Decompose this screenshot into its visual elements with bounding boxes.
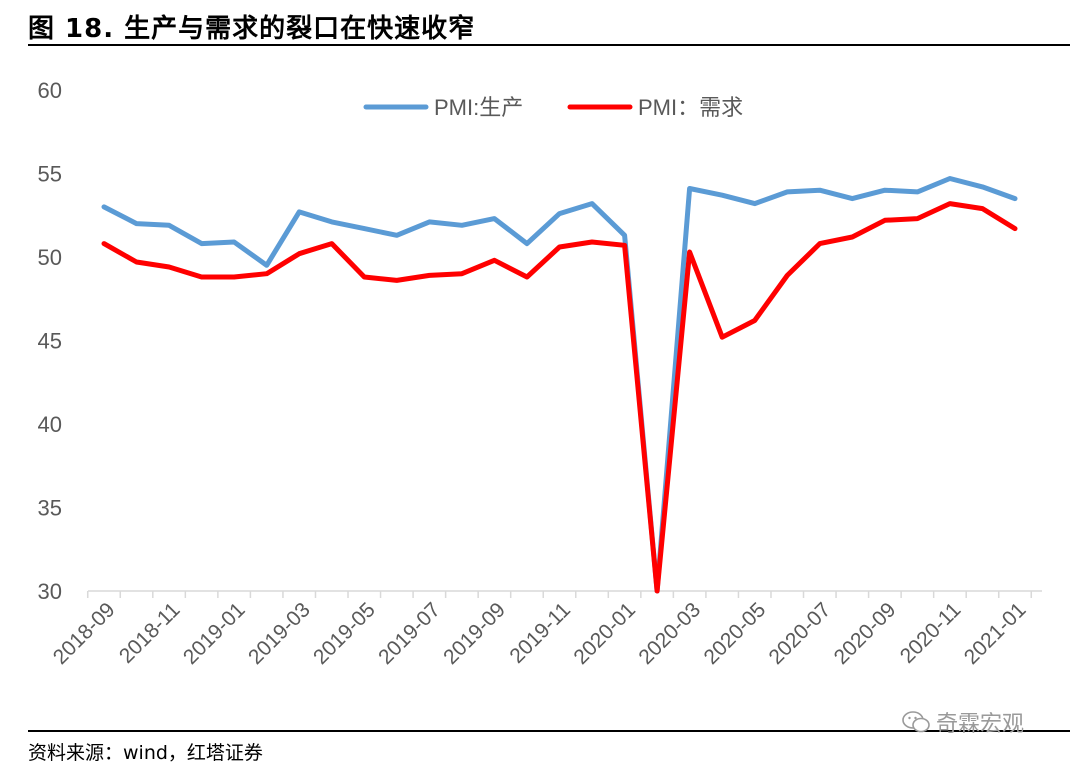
wechat-icon bbox=[902, 711, 930, 733]
legend: PMI:生产 PMI：需求 bbox=[363, 95, 743, 120]
x-tick-label: 2019-07 bbox=[374, 598, 445, 669]
x-tick-label: 2020-07 bbox=[765, 598, 836, 669]
series-line-1 bbox=[101, 201, 1018, 594]
x-tick-label: 2020-01 bbox=[569, 598, 640, 669]
y-tick-label: 60 bbox=[38, 78, 62, 103]
y-axis-tick-labels: 30 35 40 45 50 55 60 bbox=[38, 78, 62, 604]
x-tick-label: 2019-09 bbox=[439, 598, 510, 669]
legend-label-1: PMI：需求 bbox=[638, 95, 743, 120]
x-tick-label: 2019-05 bbox=[309, 598, 380, 669]
series-line-0 bbox=[101, 176, 1018, 594]
x-tick-label: 2020-09 bbox=[830, 598, 901, 669]
x-tick-label: 2019-03 bbox=[244, 598, 315, 669]
y-tick-label: 40 bbox=[38, 412, 62, 437]
y-tick-label: 45 bbox=[38, 329, 62, 354]
watermark: 奇霖宏观 bbox=[902, 706, 1024, 738]
source-note: 资料来源：wind，红塔证券 bbox=[28, 742, 263, 764]
x-tick-label: 2019-11 bbox=[505, 598, 575, 668]
watermark-text: 奇霖宏观 bbox=[936, 712, 1025, 737]
series-lines bbox=[101, 176, 1018, 594]
x-tick-label: 2018-11 bbox=[115, 598, 185, 668]
legend-label-0: PMI:生产 bbox=[434, 95, 523, 120]
source-rule bbox=[28, 730, 1070, 732]
y-tick-label: 50 bbox=[38, 245, 62, 270]
x-tick-label: 2020-03 bbox=[634, 598, 705, 669]
y-tick-label: 35 bbox=[38, 496, 62, 521]
x-tick-label: 2019-01 bbox=[179, 598, 250, 669]
x-axis-ticks bbox=[86, 591, 1033, 598]
x-tick-label: 2021-01 bbox=[960, 598, 1031, 669]
title-rule bbox=[28, 44, 1070, 46]
y-tick-label: 55 bbox=[38, 162, 62, 187]
x-tick-label: 2020-05 bbox=[699, 598, 770, 669]
figure-title: 图 18. 生产与需求的裂口在快速收窄 bbox=[28, 14, 476, 44]
x-tick-label: 2020-11 bbox=[896, 598, 966, 668]
x-axis-tick-labels: 2018-092018-112019-012019-032019-052019-… bbox=[49, 598, 1031, 669]
y-tick-label: 30 bbox=[38, 579, 62, 604]
x-tick-label: 2018-09 bbox=[49, 598, 120, 669]
